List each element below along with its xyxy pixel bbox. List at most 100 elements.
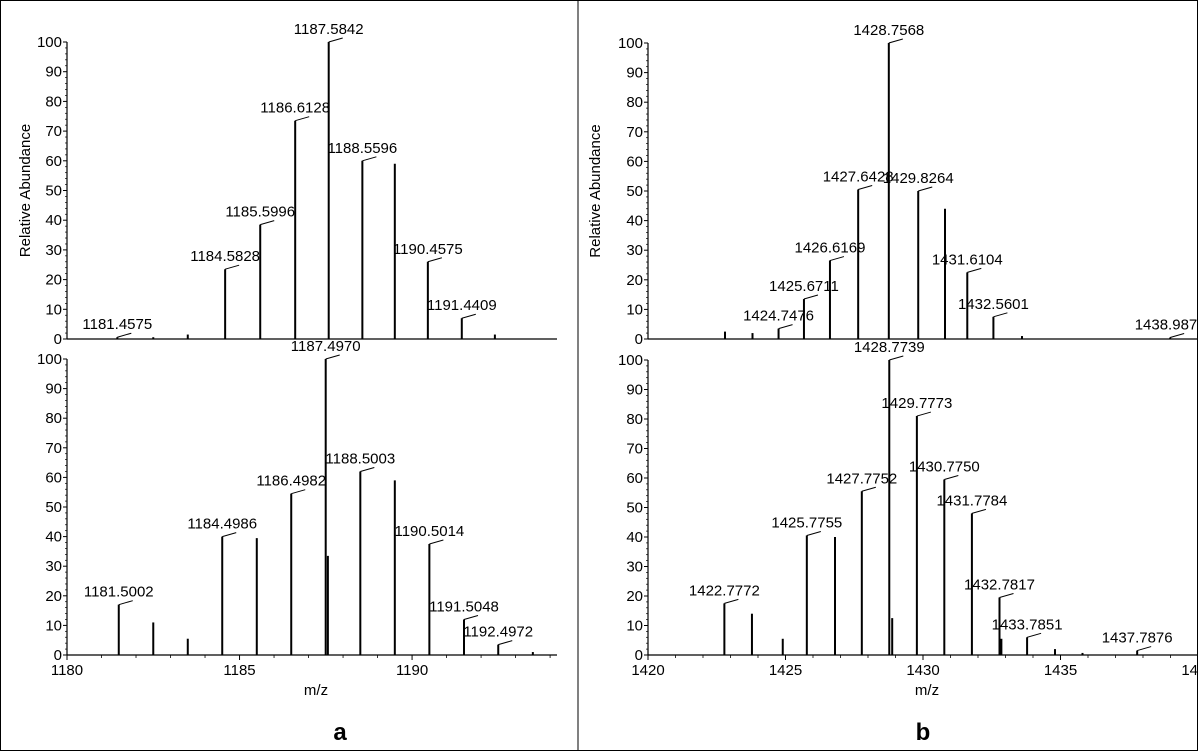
x-tick-label: 1430 [906, 662, 939, 679]
peak-label: 1437.7876 [1102, 630, 1173, 647]
peak-label: 1184.4986 [187, 516, 257, 533]
y-tick-label: 40 [45, 529, 62, 546]
y-tick-label: 30 [626, 559, 643, 576]
y-tick-label: 40 [626, 529, 643, 546]
peak-label: 1428.7568 [853, 22, 924, 39]
peak-leader [889, 355, 904, 361]
y-tick-label: 70 [626, 441, 643, 458]
y-tick-label: 50 [45, 183, 62, 200]
peak-leader [225, 264, 240, 270]
peak-label: 1424.7476 [743, 308, 814, 325]
x-tick-label: 1185 [223, 662, 255, 679]
peak-leader [222, 532, 237, 538]
peak-label: 1426.6169 [795, 240, 866, 257]
y-tick-label: 60 [626, 470, 643, 487]
y-tick-label: 70 [45, 123, 62, 140]
peak-label: 1181.4575 [82, 316, 152, 333]
y-tick-label: 0 [635, 331, 643, 348]
peak-label: 1430.7750 [909, 458, 980, 475]
y-tick-label: 30 [45, 242, 62, 259]
peak-leader [427, 257, 442, 263]
y-tick-label: 100 [618, 352, 643, 369]
y-tick-label: 90 [626, 382, 643, 399]
peak-label: 1190.4575 [393, 241, 463, 258]
peak-label: 1432.5601 [958, 296, 1029, 313]
spectrum-b-bottom: 0 10 20 30 40 50 60 70 80 90 100 1420 1425 1430 1435 14… [618, 339, 1198, 699]
peak-label: 1438.9873 [1135, 317, 1198, 334]
y-tick-label: 100 [37, 34, 62, 51]
y-tick-label: 90 [45, 381, 62, 398]
peak-leader [967, 267, 982, 273]
y-tick-label: 80 [45, 93, 62, 110]
spectrum-b-top: 0 10 20 30 40 50 60 70 80 90 100 Relative Abundance… [587, 22, 1198, 348]
peak-label: 1427.6428 [823, 169, 894, 186]
peak-label: 1428.7739 [854, 339, 925, 356]
peak-leader [1137, 646, 1152, 652]
y-tick-label: 70 [626, 124, 643, 141]
x-tick-label: 1440 [1181, 662, 1198, 679]
peak-label: 1431.7784 [936, 492, 1007, 509]
peak-leader [778, 324, 793, 330]
y-tick-label: 20 [626, 588, 643, 605]
y-axis-label: Relative Abundance [17, 124, 34, 257]
y-tick-label: 20 [626, 272, 643, 289]
x-tick-label: 1420 [631, 662, 664, 679]
peak-leader [888, 38, 903, 44]
peak-leader [461, 313, 476, 319]
y-tick-label: 50 [626, 500, 643, 517]
peak-label: 1186.6128 [260, 100, 330, 117]
x-axis-label: m/z [915, 682, 939, 699]
peak-leader [117, 332, 132, 338]
panel-label-a: a [333, 719, 347, 746]
y-tick-label: 20 [45, 272, 62, 289]
peak-label: 1186.4982 [256, 473, 326, 490]
y-tick-label: 40 [626, 213, 643, 230]
peak-label: 1433.7851 [992, 616, 1063, 633]
x-tick-label: 1180 [51, 662, 83, 679]
peak-label: 1429.8264 [883, 170, 954, 187]
x-tick-label: 1190 [396, 662, 428, 679]
peak-label: 1184.5828 [190, 248, 260, 265]
y-tick-label: 70 [45, 440, 62, 457]
peak-leader [944, 474, 959, 480]
peak-label: 1187.5842 [294, 21, 364, 38]
peak-leader [971, 508, 987, 514]
y-tick-label: 80 [45, 410, 62, 427]
peak-leader [325, 354, 340, 360]
y-tick-label: 0 [54, 647, 62, 664]
peak-leader [1170, 333, 1185, 339]
y-tick-label: 90 [626, 65, 643, 82]
peak-leader [993, 312, 1008, 318]
peak-label: 1188.5596 [327, 140, 397, 157]
y-tick-label: 60 [45, 153, 62, 170]
peak-leader [295, 116, 310, 122]
y-tick-label: 40 [45, 212, 62, 229]
y-tick-label: 80 [626, 411, 643, 428]
peak-leader [1026, 632, 1042, 638]
peak-label: 1191.4409 [427, 297, 497, 314]
peak-leader [498, 640, 513, 646]
x-axis-label: m/z [304, 682, 328, 699]
y-tick-label: 0 [54, 331, 62, 348]
peak-leader [999, 592, 1014, 598]
peak-leader [858, 185, 873, 191]
peak-label: 1427.7752 [826, 470, 897, 487]
y-tick-label: 0 [635, 647, 643, 664]
peak-leader [463, 614, 479, 620]
peak-leader [362, 156, 377, 162]
y-tick-label: 60 [626, 153, 643, 170]
y-tick-label: 100 [37, 351, 62, 368]
y-tick-label: 80 [626, 94, 643, 111]
peak-label: 1181.5002 [84, 584, 154, 601]
peak-label: 1429.7773 [881, 395, 952, 412]
peak-label: 1185.5996 [225, 204, 295, 221]
peak-label: 1191.5048 [429, 598, 499, 615]
peak-leader [291, 489, 306, 495]
x-tick-label: 1435 [1044, 662, 1077, 679]
spectrum-a-top: 0 10 20 30 40 50 60 70 80 90 100 Relative Abundance… [17, 21, 557, 348]
peak-label: 1188.5003 [325, 450, 395, 467]
peak-leader [328, 37, 343, 43]
peak-leader [724, 598, 739, 604]
